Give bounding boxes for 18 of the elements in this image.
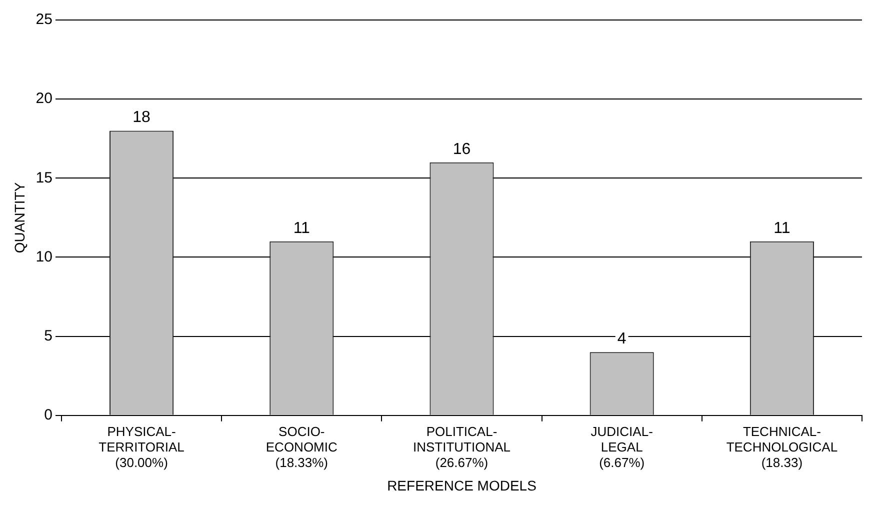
x-tick-label: POLITICAL- INSTITUTIONAL (26.67%) bbox=[412, 424, 510, 470]
data-label: 18 bbox=[132, 109, 151, 126]
data-label: 11 bbox=[774, 220, 790, 237]
x-tick-label: SOCIO- ECONOMIC (18.33%) bbox=[266, 424, 338, 470]
y-tick-label: 15 bbox=[36, 169, 52, 186]
y-axis-title: QUANTITY bbox=[11, 182, 28, 254]
x-tick-label: TECHNICAL- TECHNOLOGICAL (18.33) bbox=[726, 424, 838, 470]
data-label: 4 bbox=[617, 330, 626, 348]
data-label: 16 bbox=[452, 140, 471, 158]
y-tick-label: 0 bbox=[44, 406, 52, 424]
y-tick-label: 5 bbox=[44, 327, 52, 344]
x-tick-label: JUDICIAL- LEGAL (6.67%) bbox=[590, 424, 653, 470]
x-tick-label: PHYSICAL- TERRITORIAL (30.00%) bbox=[98, 424, 184, 470]
data-label: 11 bbox=[293, 220, 310, 237]
y-tick-label: 25 bbox=[36, 11, 52, 28]
y-tick-label: 10 bbox=[36, 248, 52, 266]
x-axis-title: REFERENCE MODELS bbox=[387, 477, 536, 494]
y-tick-label: 20 bbox=[36, 90, 52, 108]
